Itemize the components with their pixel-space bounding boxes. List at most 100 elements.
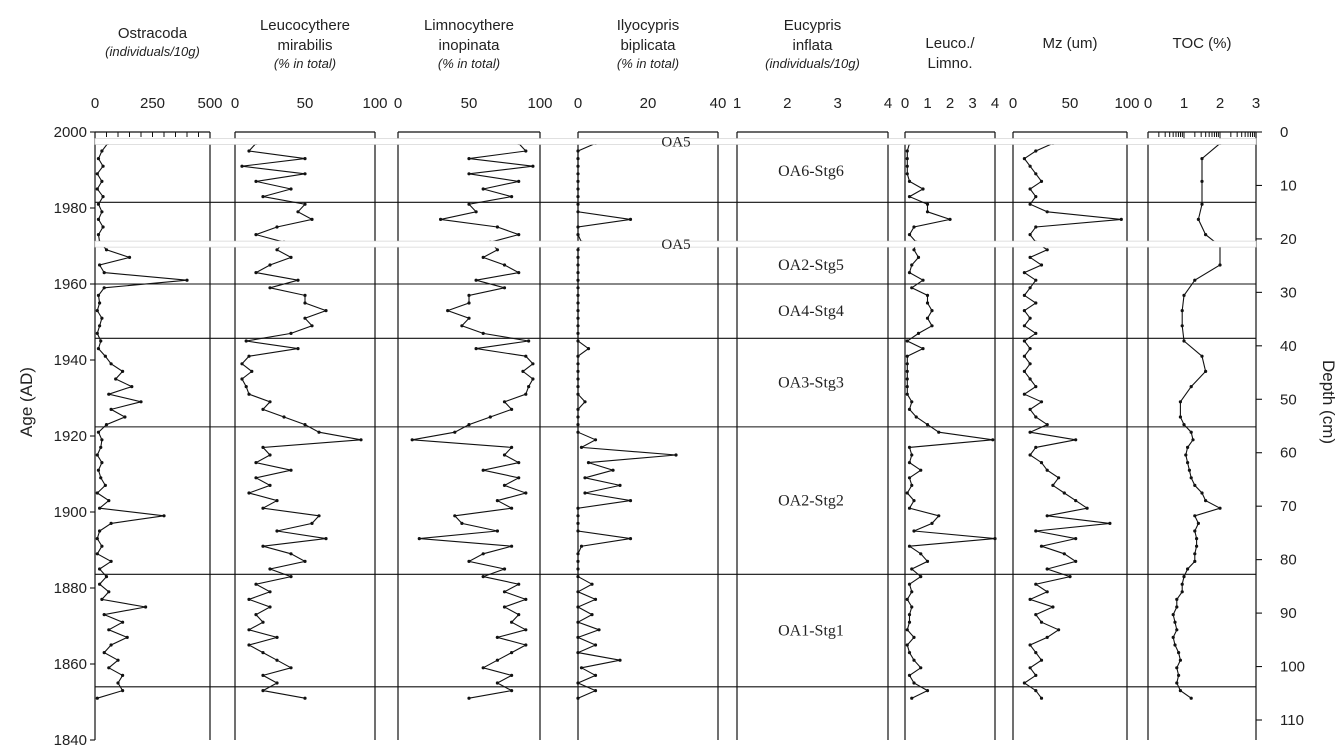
data-point xyxy=(1178,658,1182,662)
y-tick-label: 1860 xyxy=(54,656,87,673)
data-point xyxy=(1028,430,1032,434)
zones-layer: OA5 OA5 OA6-Stg6 OA2-Stg5 OA4-Stg4 OA3-Stg3 OA… xyxy=(94,135,1257,688)
data-point xyxy=(359,438,363,442)
data-point xyxy=(576,187,580,191)
data-point xyxy=(109,362,113,366)
data-point xyxy=(510,445,514,449)
data-point xyxy=(524,628,528,632)
data-point xyxy=(1028,187,1032,191)
data-point xyxy=(576,233,580,237)
panel-title: Eucypris xyxy=(784,17,842,34)
data-point xyxy=(100,179,104,183)
panel-title: Ilyocypris xyxy=(617,17,680,34)
data-point xyxy=(590,582,594,586)
data-point xyxy=(576,316,580,320)
data-point xyxy=(1034,651,1038,655)
x-tick-label: 100 xyxy=(362,95,387,112)
data-point xyxy=(905,339,909,343)
data-point xyxy=(1074,559,1078,564)
data-point xyxy=(930,309,934,313)
data-point xyxy=(481,552,485,556)
depth-tick-label: 0 xyxy=(1280,124,1288,141)
y-axis-label-right: Depth (cm) xyxy=(1319,360,1336,444)
data-point xyxy=(905,643,909,647)
data-point xyxy=(1182,575,1186,579)
data-point xyxy=(254,582,258,586)
data-point xyxy=(907,620,912,624)
data-point xyxy=(1175,605,1179,609)
data-point xyxy=(527,385,531,389)
data-point xyxy=(576,430,580,434)
data-point xyxy=(460,324,464,328)
data-point xyxy=(247,628,251,632)
panel-unit: (individuals/10g) xyxy=(105,44,200,59)
data-point xyxy=(268,286,272,290)
data-point xyxy=(275,499,279,503)
x-tick-label: 0 xyxy=(394,95,402,112)
data-point xyxy=(1051,483,1055,487)
data-point xyxy=(618,483,622,487)
depth-tick-label: 60 xyxy=(1280,445,1297,462)
data-point xyxy=(303,316,307,320)
data-point xyxy=(1062,552,1066,556)
data-point xyxy=(467,301,471,305)
y-tick-label: 1900 xyxy=(54,504,87,521)
data-point xyxy=(1028,286,1032,290)
data-point xyxy=(481,187,485,191)
data-point xyxy=(576,225,580,229)
x-tick-label: 40 xyxy=(710,95,727,112)
depth-tick-label: 80 xyxy=(1280,552,1297,569)
data-point xyxy=(1057,628,1061,632)
data-point xyxy=(95,696,99,700)
data-point xyxy=(121,620,125,624)
depth-tick-label: 90 xyxy=(1280,605,1297,622)
data-point xyxy=(576,278,580,282)
data-point xyxy=(590,613,594,617)
data-point xyxy=(102,651,106,655)
series-line xyxy=(241,143,362,699)
data-point xyxy=(144,605,148,609)
data-point xyxy=(481,575,485,579)
panel-unit: (% in total) xyxy=(438,56,500,71)
data-point xyxy=(921,347,925,351)
data-point xyxy=(114,377,118,381)
data-point xyxy=(1193,559,1197,564)
data-point xyxy=(303,157,307,161)
data-point xyxy=(576,149,580,153)
x-tick-label: 4 xyxy=(991,95,999,112)
data-point xyxy=(1218,263,1222,267)
data-point xyxy=(1022,293,1026,297)
data-point xyxy=(247,643,251,647)
y-tick-label: 2000 xyxy=(54,124,87,141)
data-point xyxy=(576,567,580,571)
data-point xyxy=(576,590,580,594)
data-point xyxy=(1119,217,1123,221)
data-point xyxy=(912,681,916,685)
panel-eucypris: Eucypris inflata (individuals/10g) 1 2 3 4 xyxy=(733,17,892,740)
data-point xyxy=(1186,567,1190,571)
series-line xyxy=(96,143,188,699)
zone-label: OA3-Stg3 xyxy=(778,375,844,392)
depth-tick-label: 20 xyxy=(1280,231,1297,248)
data-point xyxy=(98,301,102,305)
data-point xyxy=(467,316,471,320)
data-point xyxy=(95,552,99,556)
data-point xyxy=(1200,157,1204,161)
data-point xyxy=(517,271,521,275)
data-point xyxy=(905,164,909,168)
data-point xyxy=(303,423,307,427)
oa5-label: OA5 xyxy=(661,135,690,151)
data-point xyxy=(597,628,601,632)
data-point xyxy=(1034,613,1038,617)
data-point xyxy=(130,385,134,389)
data-point xyxy=(576,309,580,313)
data-point xyxy=(1173,643,1177,647)
data-point xyxy=(1204,369,1208,373)
data-point xyxy=(1182,293,1186,297)
data-point xyxy=(510,407,514,411)
data-point xyxy=(593,643,598,647)
data-point xyxy=(1193,552,1197,556)
data-point xyxy=(303,202,307,206)
data-point xyxy=(1178,415,1182,419)
data-point xyxy=(303,301,307,305)
